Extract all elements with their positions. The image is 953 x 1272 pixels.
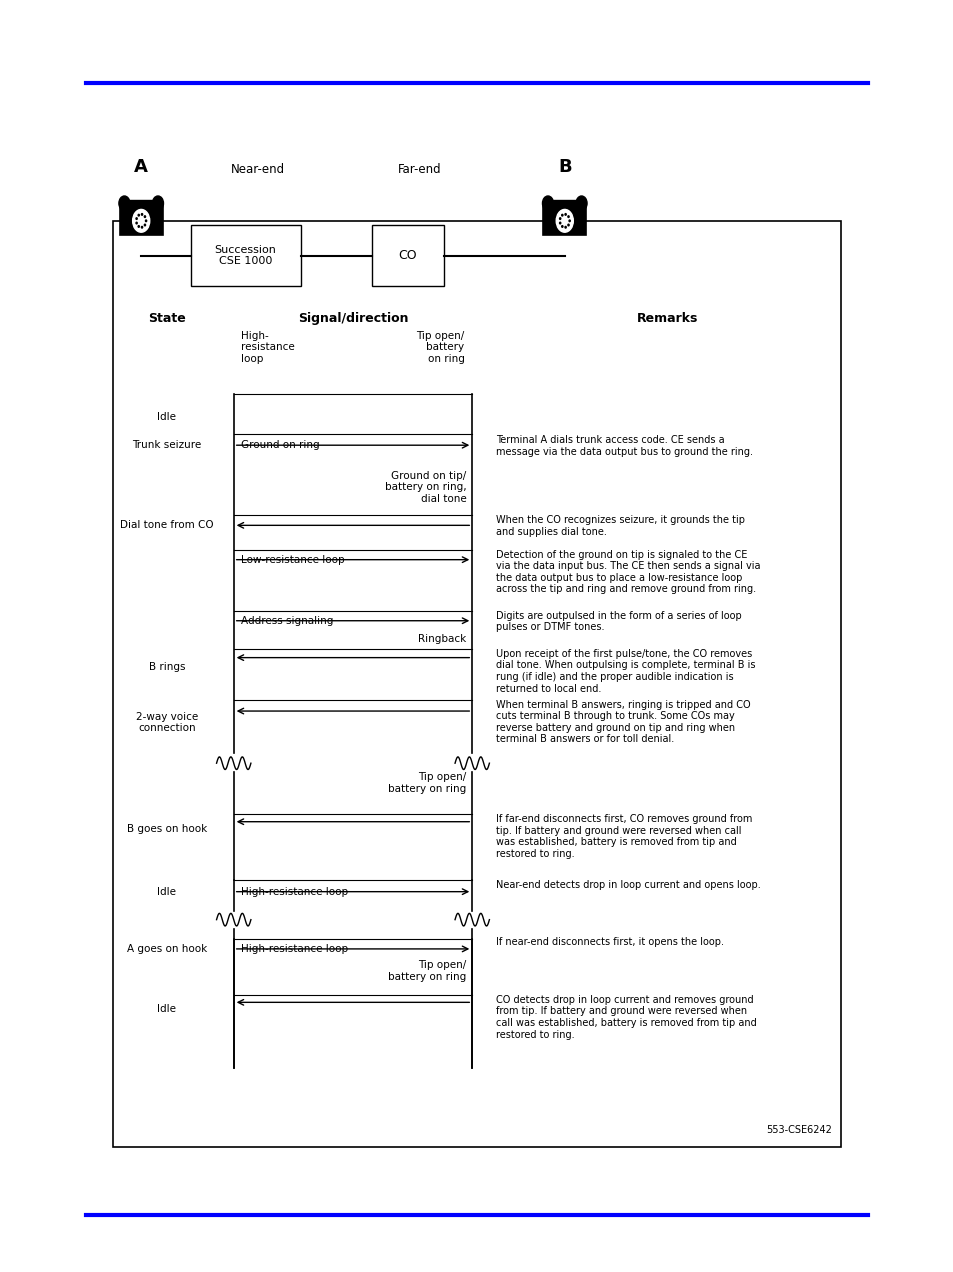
- Bar: [191, 225, 300, 286]
- Text: Tip open/
battery on ring: Tip open/ battery on ring: [388, 772, 466, 794]
- Circle shape: [119, 196, 130, 211]
- Text: CO detects drop in loop current and removes ground
from tip. If battery and grou: CO detects drop in loop current and remo…: [496, 995, 756, 1039]
- Text: When terminal B answers, ringing is tripped and CO
cuts terminal B through to tr: When terminal B answers, ringing is trip…: [496, 700, 750, 744]
- Text: 553-CSE6242: 553-CSE6242: [765, 1124, 831, 1135]
- Bar: [543, 202, 585, 235]
- Circle shape: [136, 223, 137, 224]
- Bar: [547, 201, 581, 212]
- Text: High-resistance loop: High-resistance loop: [241, 887, 348, 897]
- Circle shape: [561, 215, 562, 216]
- Circle shape: [567, 216, 569, 218]
- Circle shape: [152, 196, 163, 211]
- Text: Detection of the ground on tip is signaled to the CE
via the data input bus. The: Detection of the ground on tip is signal…: [496, 550, 760, 594]
- Text: Upon receipt of the first pulse/tone, the CO removes
dial tone. When outpulsing : Upon receipt of the first pulse/tone, th…: [496, 649, 755, 693]
- Circle shape: [561, 225, 562, 228]
- Text: CO: CO: [398, 249, 416, 262]
- Text: Terminal A dials trunk access code. CE sends a
message via the data output bus t: Terminal A dials trunk access code. CE s…: [496, 435, 752, 457]
- Text: Ringback: Ringback: [417, 633, 466, 644]
- Text: Low-resistance loop: Low-resistance loop: [241, 555, 345, 565]
- Text: Address signaling: Address signaling: [241, 616, 334, 626]
- Circle shape: [567, 224, 569, 226]
- Bar: [112, 221, 841, 1147]
- Bar: [120, 202, 162, 235]
- Text: Idle: Idle: [157, 1004, 176, 1014]
- Text: Remarks: Remarks: [637, 312, 698, 324]
- Circle shape: [145, 220, 147, 221]
- Text: Trunk seizure: Trunk seizure: [132, 440, 201, 450]
- Text: Signal/direction: Signal/direction: [297, 312, 408, 324]
- Text: A: A: [134, 158, 148, 176]
- Text: When the CO recognizes seizure, it grounds the tip
and supplies dial tone.: When the CO recognizes seizure, it groun…: [496, 515, 744, 537]
- Text: State: State: [148, 312, 186, 324]
- Circle shape: [564, 226, 566, 228]
- Bar: [372, 225, 443, 286]
- Circle shape: [138, 215, 139, 216]
- Circle shape: [141, 214, 143, 215]
- Text: Far-end: Far-end: [397, 163, 441, 176]
- Circle shape: [559, 218, 560, 219]
- Text: Tip open/
battery
on ring: Tip open/ battery on ring: [416, 331, 464, 364]
- Circle shape: [141, 226, 143, 228]
- Circle shape: [568, 220, 570, 221]
- Text: 2-way voice
connection: 2-way voice connection: [135, 712, 198, 733]
- Text: Digits are outpulsed in the form of a series of loop
pulses or DTMF tones.: Digits are outpulsed in the form of a se…: [496, 611, 741, 632]
- Text: Idle: Idle: [157, 412, 176, 422]
- Bar: [124, 201, 158, 212]
- Text: Near-end detects drop in loop current and opens loop.: Near-end detects drop in loop current an…: [496, 880, 760, 890]
- Circle shape: [136, 218, 137, 219]
- Text: B rings: B rings: [149, 661, 185, 672]
- Circle shape: [576, 196, 586, 211]
- Text: B: B: [558, 158, 571, 176]
- Text: If near-end disconnects first, it opens the loop.: If near-end disconnects first, it opens …: [496, 937, 723, 948]
- Circle shape: [144, 216, 146, 218]
- Text: Dial tone from CO: Dial tone from CO: [120, 520, 213, 530]
- Circle shape: [138, 225, 139, 228]
- Text: Succession
CSE 1000: Succession CSE 1000: [214, 245, 276, 266]
- Text: B goes on hook: B goes on hook: [127, 824, 207, 834]
- Text: Idle: Idle: [157, 887, 176, 897]
- Text: Tip open/
battery on ring: Tip open/ battery on ring: [388, 960, 466, 982]
- Text: Near-end: Near-end: [231, 163, 284, 176]
- Text: High-
resistance
loop: High- resistance loop: [241, 331, 294, 364]
- Circle shape: [132, 210, 150, 233]
- Text: A goes on hook: A goes on hook: [127, 944, 207, 954]
- Text: If far-end disconnects first, CO removes ground from
tip. If battery and ground : If far-end disconnects first, CO removes…: [496, 814, 752, 859]
- Circle shape: [559, 223, 560, 224]
- Text: Ground on ring: Ground on ring: [241, 440, 319, 450]
- Text: High-resistance loop: High-resistance loop: [241, 944, 348, 954]
- Circle shape: [556, 210, 573, 233]
- Text: Ground on tip/
battery on ring,
dial tone: Ground on tip/ battery on ring, dial ton…: [384, 471, 466, 504]
- Circle shape: [542, 196, 553, 211]
- Circle shape: [564, 214, 566, 215]
- Circle shape: [144, 224, 146, 226]
